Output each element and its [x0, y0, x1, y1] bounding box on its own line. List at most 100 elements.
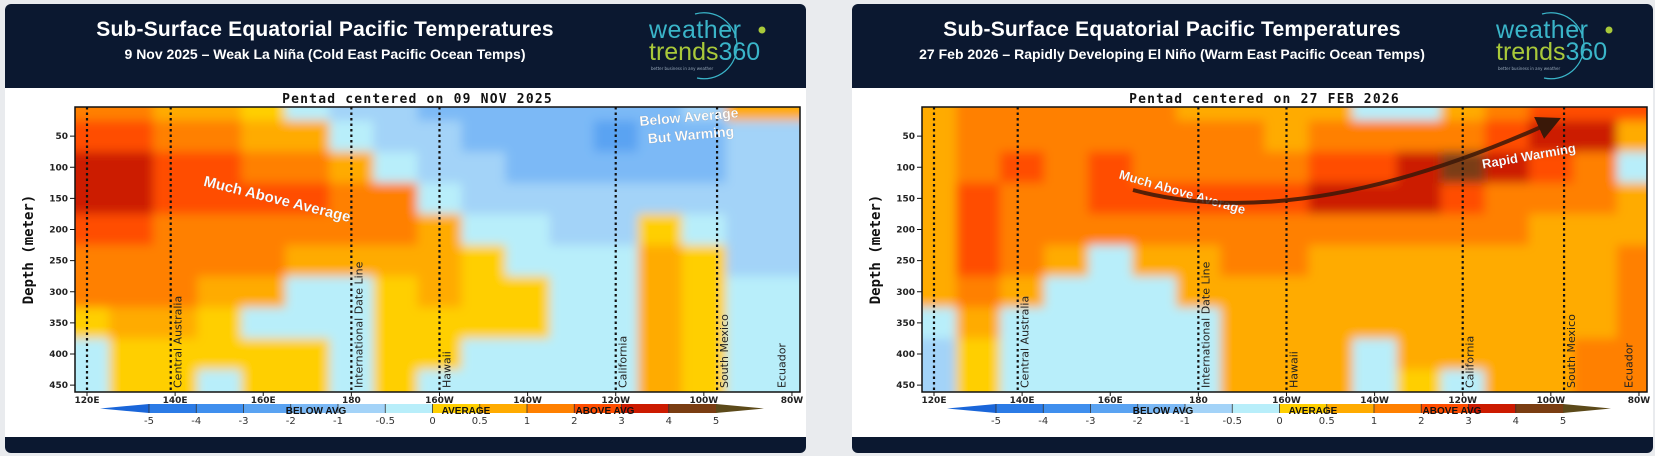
heatmap-cell — [681, 120, 727, 153]
heatmap-cell — [1132, 213, 1177, 246]
heatmap-cell — [956, 245, 1001, 277]
heatmap-cell — [197, 245, 242, 277]
x-tick-label: 100W — [1536, 396, 1565, 406]
heatmap-cell — [549, 338, 595, 371]
heatmap-cell — [75, 369, 110, 392]
colorbar: -5 -4 -3 -2 -1 -0.5 0 0.5 1 2 3 4 5 BELOW AVG AVERAGE A… — [100, 404, 764, 427]
heatmap-cell — [1220, 338, 1265, 371]
heatmap-cell — [1572, 338, 1618, 371]
heatmap-cell — [681, 338, 727, 371]
x-tick-label: 120E — [75, 396, 100, 406]
heatmap-cell — [461, 107, 507, 122]
colorbar-segment — [149, 404, 197, 413]
colorbar-tick-label: 5 — [713, 416, 719, 427]
colorbar-tick-label: -5 — [144, 416, 154, 427]
colorbar-tick-label: 0.5 — [472, 416, 488, 427]
plot-area: Central Australia International Date Line… — [21, 104, 803, 406]
heatmap-cell — [681, 307, 727, 339]
heatmap-cell — [373, 245, 418, 277]
heatmap-cell — [922, 213, 957, 246]
heatmap-cell — [1572, 120, 1618, 153]
heatmap-cell — [1396, 307, 1442, 339]
colorbar-segment — [716, 404, 764, 413]
colorbar-category-label: AVERAGE — [1289, 406, 1338, 417]
x-tick-label: 160W — [425, 396, 454, 406]
colorbar-segment — [1185, 404, 1233, 413]
x-tick-label: 140W — [1360, 396, 1389, 406]
heatmap-cell — [1440, 182, 1486, 215]
heatmap-cell — [1352, 245, 1398, 277]
heatmap-cell — [1088, 182, 1133, 215]
heatmap-cell — [373, 151, 418, 184]
colorbar-segment — [1043, 404, 1091, 413]
heatmap-cell — [1000, 213, 1045, 246]
heatmap-cell — [461, 120, 507, 153]
heatmap-cell — [285, 213, 330, 246]
heatmap-cell — [241, 151, 286, 184]
heatmap-cell — [637, 369, 683, 392]
heatmap-cell — [956, 276, 1001, 308]
heatmap-cell — [1220, 213, 1265, 246]
panel-footer — [5, 437, 806, 453]
heatmap-cell — [505, 245, 551, 277]
heatmap-cell — [1484, 182, 1530, 215]
heatmap-cell — [1308, 276, 1354, 308]
heatmap-cell — [1396, 182, 1442, 215]
heatmap-cell — [1572, 107, 1618, 122]
y-tick-label: 150 — [49, 194, 68, 204]
colorbar-segment — [1468, 404, 1517, 413]
heatmap-cell — [1000, 338, 1045, 371]
heatmap-cell — [1396, 107, 1442, 122]
colorbar-segment — [196, 404, 244, 413]
x-tick-label: 140W — [513, 396, 542, 406]
colorbar-segment — [100, 404, 149, 413]
heatmap-cell — [373, 120, 418, 153]
heatmap-cell — [593, 369, 639, 392]
colorbar-segment — [621, 404, 670, 413]
heatmap-cell — [549, 245, 595, 277]
heatmap-cell — [1088, 120, 1133, 153]
heatmap-cell — [153, 151, 198, 184]
y-tick-label: 450 — [896, 381, 915, 391]
heatmap-cell — [1484, 276, 1530, 308]
x-tick-label: 180 — [342, 396, 361, 406]
heatmap-cell — [725, 120, 771, 153]
y-tick-label: 100 — [896, 163, 915, 173]
heatmap-cell — [1088, 213, 1133, 246]
heatmap-cell — [1572, 369, 1618, 392]
heatmap-cell — [1000, 307, 1045, 339]
colorbar-tick-label: -2 — [1133, 416, 1143, 427]
heatmap-cell — [285, 276, 330, 308]
colorbar-tick-label: 4 — [1513, 416, 1519, 427]
colorbar-segment — [574, 404, 622, 413]
heatmap-cell — [285, 245, 330, 277]
heatmap-cell — [637, 107, 683, 122]
heatmap-cell — [1616, 120, 1647, 153]
heatmap-cell — [461, 213, 507, 246]
colorbar-tick-label: -1 — [1180, 416, 1190, 427]
colorbar-tick-label: -3 — [1086, 416, 1096, 427]
heatmap-cell — [109, 245, 154, 277]
heatmap-cell — [75, 338, 110, 371]
heatmap-cell — [1572, 151, 1618, 184]
heatmap-cell — [241, 338, 286, 371]
y-tick-label: 50 — [902, 132, 915, 142]
heatmap-cell — [109, 338, 154, 371]
logo-word-weather: weather — [1496, 16, 1589, 44]
heatmap-cell — [769, 120, 800, 153]
logo-word-trends: trends360 — [1496, 38, 1608, 66]
x-tick-label: 100W — [689, 396, 718, 406]
heatmap-cell — [75, 213, 110, 246]
y-tick-label: 300 — [49, 288, 68, 298]
reference-line-label: California — [1464, 336, 1477, 388]
heatmap-cell — [197, 276, 242, 308]
heatmap-cell — [1000, 369, 1045, 392]
heatmap-cell — [1220, 276, 1265, 308]
colorbar-segment — [1326, 404, 1375, 413]
heatmap-cell — [75, 107, 110, 122]
heatmap-cell — [153, 369, 198, 392]
heatmap-cell — [1044, 276, 1089, 308]
heatmap-cell — [769, 245, 800, 277]
